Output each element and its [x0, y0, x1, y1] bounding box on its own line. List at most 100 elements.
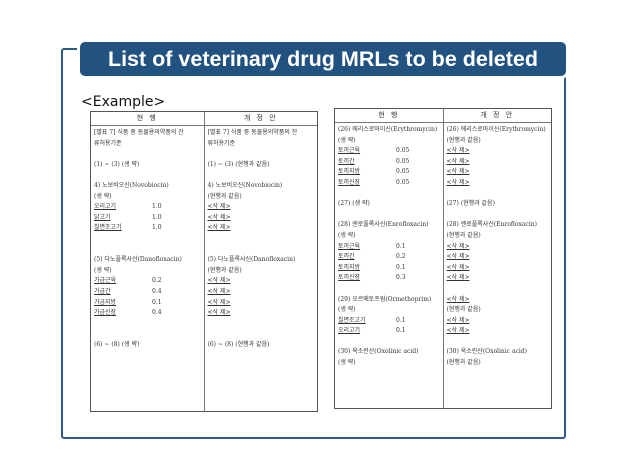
document-line: (6) ~ (8) (현행과 같음) [208, 340, 315, 351]
line-text: 가금신장 [94, 309, 117, 317]
document-line: 가금신장 0.4 [94, 308, 201, 319]
line-value: 0.05 [396, 147, 410, 155]
document-line [94, 170, 201, 181]
document-line: <삭 제> [447, 273, 549, 284]
line-text: (현행과 같음) [207, 266, 242, 274]
line-text: <삭 제> [446, 178, 470, 186]
line-text: (26) 에리스로마이신(Erythromycin) [338, 126, 438, 133]
line-text: 토끼간 [338, 157, 355, 165]
document-line [447, 189, 549, 200]
document-line [94, 319, 201, 330]
line-text: (28) 엔로플록사신(Enrofloxacin) [338, 221, 429, 229]
line-text: <삭 제> [446, 168, 470, 176]
line-text: (30) 옥소린산(Oxolinic acid) [446, 348, 528, 356]
line-text: 토끼간 [338, 253, 355, 261]
document-line: <삭 제> [447, 316, 549, 327]
line-value: 0.2 [152, 277, 162, 285]
line-text: (26) 에리스로마이신(Erythromycin) [446, 126, 546, 133]
document-line: <삭 제> [447, 252, 549, 263]
line-text: <삭 제> [446, 263, 470, 271]
line-text: <삭 제> [446, 253, 470, 261]
header-revised: 개 정 안 [480, 111, 515, 119]
line-text: (1) ~ (3) (현행과 같음) [207, 160, 270, 168]
document-line [94, 245, 201, 256]
document-line: (현행과 같음) [208, 192, 315, 203]
document-line: (1) ~ (3) (생 략) [94, 160, 201, 171]
example-label: <Example> [81, 94, 166, 110]
line-text: (30) 옥소린산(Oxolinic acid) [338, 348, 419, 356]
document-line: (6) ~ (8) (생 략) [94, 340, 201, 351]
slide-title: List of veterinary drug MRLs to be delet… [80, 42, 566, 76]
document-line: (28) 엔로플록사신(Enrofloxacin) [338, 220, 440, 231]
line-value: 1.0 [152, 224, 162, 232]
line-text: (현행과 같음) [207, 192, 242, 200]
line-text: (5) 다노플록사신(Danofloxacin) [94, 256, 182, 264]
line-text: 가금근육 [94, 277, 117, 285]
document-line: <삭 제> [208, 287, 315, 298]
document-line: <삭 제> [208, 213, 315, 224]
line-value: 0.4 [152, 309, 162, 317]
line-text: <삭 제> [207, 203, 231, 211]
document-line [338, 189, 440, 200]
line-text: <삭 제> [446, 147, 470, 155]
document-line [208, 170, 315, 181]
document-line: (28) 엔로플록사신(Enrofloxacin) [447, 220, 549, 231]
header-current: 현 행 [335, 109, 444, 122]
line-text: (27) (현행과 같음) [446, 200, 495, 208]
document-line: (현행과 같음) [447, 136, 549, 147]
document-line [208, 234, 315, 245]
line-text: <삭 제> [446, 157, 470, 165]
document-line: 4) 노보비오신(Novobiocin) [94, 181, 201, 192]
line-text: (27) (생 략) [338, 200, 370, 208]
line-text: 토끼근육 [338, 242, 361, 250]
document-line: <삭 제> [447, 146, 549, 157]
line-text: 토끼신장 [338, 178, 361, 186]
line-value: 0.4 [152, 287, 162, 295]
line-text: <삭 제> [446, 295, 470, 303]
document-line: (26) 에리스로마이신(Erythromycin) [338, 125, 440, 136]
table-header: 현 행 개 정 안 [91, 112, 317, 126]
document-line [208, 149, 315, 160]
document-line [447, 337, 549, 348]
line-value: 0.1 [152, 298, 162, 306]
line-text: [별표 7] 식품 중 동물용의약품의 잔 [94, 129, 184, 136]
document-line: (현행과 같음) [447, 231, 549, 242]
document-line [208, 319, 315, 330]
line-text: (1) ~ (3) (생 략) [94, 160, 140, 168]
document-line: 칠면조고기 0.1 [338, 316, 440, 327]
document-line: <삭 제> [447, 326, 549, 337]
line-text: 칠면조고기 [338, 316, 366, 324]
line-text: (생 략) [94, 192, 112, 200]
document-line: <삭 제> [447, 157, 549, 168]
line-text: 오리고기 [94, 203, 117, 211]
line-value: 0.2 [396, 253, 406, 261]
line-value: 0.05 [396, 157, 410, 165]
document-line [338, 210, 440, 221]
document-line: <삭 제> [447, 178, 549, 189]
document-line [94, 234, 201, 245]
line-text: 토끼지방 [338, 168, 361, 176]
document-line: <삭 제> [208, 308, 315, 319]
document-line: [별표 7] 식품 중 동물용의약품의 잔 [208, 128, 315, 139]
header-revised: 개 정 안 [243, 114, 278, 122]
line-text: (생 략) [338, 306, 356, 314]
line-value: 0.1 [396, 263, 406, 271]
document-line: (30) 옥소린산(Oxolinic acid) [447, 347, 549, 358]
line-text: <삭 제> [207, 224, 231, 232]
document-line: <삭 제> [208, 202, 315, 213]
line-value: 1.0 [152, 203, 162, 211]
document-line: <삭 제> [208, 298, 315, 309]
document-line: <삭 제> [208, 223, 315, 234]
document-line: 토끼신장 0.3 [338, 273, 440, 284]
document-line: 토끼근육 0.1 [338, 242, 440, 253]
line-value: 0.1 [396, 242, 406, 250]
line-text: 류허용기준 [207, 139, 236, 147]
line-text: 4) 노보비오신(Novobiocin) [94, 181, 169, 189]
line-text: 가금간 [94, 287, 111, 295]
document-line: (현행과 같음) [447, 358, 549, 369]
header-current: 현 행 [91, 112, 205, 125]
column-revised: (26) 에리스로마이신(Erythromycin) (현행과 같음) <삭 제> <… [444, 123, 552, 408]
document-line: 토끼신장 0.05 [338, 178, 440, 189]
document-line: 토끼간 0.05 [338, 157, 440, 168]
column-current: [별표 7] 식품 중 동물용의약품의 잔 류허용기준 (1) ~ (3) (생 략… [91, 126, 205, 411]
